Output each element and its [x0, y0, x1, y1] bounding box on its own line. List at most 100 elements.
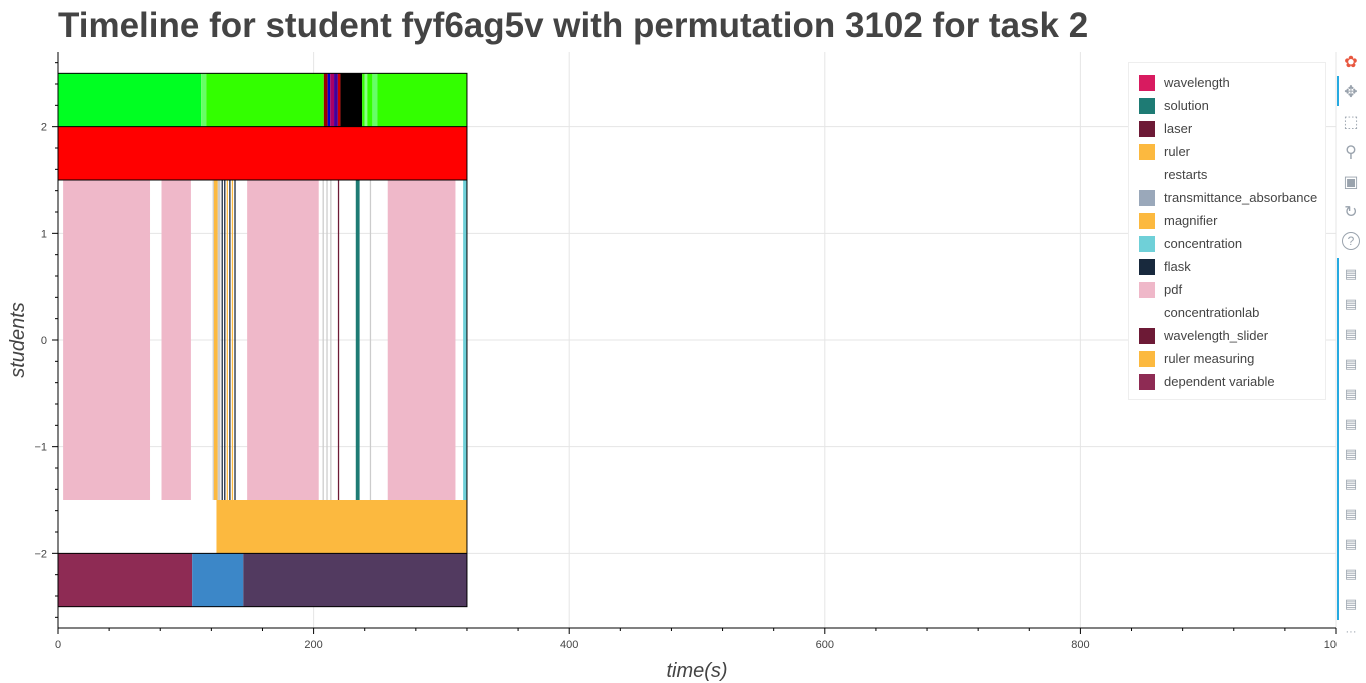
legend-swatch [1139, 74, 1155, 91]
timeline-segment-actions [463, 180, 467, 500]
reset-icon[interactable]: ↻ [1344, 204, 1358, 221]
legend-label: ruler [1164, 144, 1191, 159]
timeline-segment-red [58, 126, 467, 180]
legend-swatch [1139, 235, 1155, 252]
timeline-segment-bottom [243, 553, 467, 607]
legend-swatch [1139, 281, 1155, 298]
bokeh-logo-icon[interactable]: ✿ [1344, 54, 1358, 71]
y-axis-title: students [7, 302, 29, 378]
help-icon[interactable]: ? [1342, 232, 1360, 250]
save-icon[interactable]: ▣ [1343, 174, 1359, 191]
hover-tool-icon[interactable]: ▤ [1344, 326, 1358, 341]
hover-tool-icon[interactable]: ▤ [1344, 356, 1358, 371]
timeline-segment-actions [330, 180, 332, 500]
timeline-segment-actions [231, 180, 234, 500]
legend-swatch [1139, 350, 1155, 367]
timeline-segment-actions [247, 180, 319, 500]
legend-label: dependent variable [1164, 374, 1275, 389]
x-tick-label: 1000 [1324, 639, 1337, 651]
hover-tool-icon[interactable]: ▤ [1344, 596, 1358, 611]
legend-label: magnifier [1164, 213, 1218, 228]
timeline-segment-bottom [192, 553, 244, 607]
timeline-segment-top-green [327, 73, 331, 127]
chart-title: Timeline for student fyf6ag5v with permu… [58, 6, 1089, 45]
hover-tool-icon[interactable]: ▤ [1344, 446, 1358, 461]
timeline-segment-actions [213, 180, 218, 500]
timeline-segment-bottom [58, 553, 193, 607]
timeline-segment-top-green [367, 73, 373, 127]
wheel-zoom-icon[interactable]: ⚲ [1345, 144, 1357, 161]
chart-legend: wavelength solution laser ruler restarts tran… [1128, 62, 1326, 400]
legend-item[interactable]: ruler measuring [1139, 347, 1325, 370]
legend-swatch [1139, 304, 1155, 321]
pan-icon[interactable]: ✥ [1344, 84, 1358, 101]
timeline-segment-actions [234, 180, 236, 500]
timeline-segment-actions [224, 180, 226, 500]
bokeh-toolbar: ✿ ✥ ⬚ ⚲ ▣ ↻? ▤ ▤ ▤ ▤ ▤ ▤ ▤ ▤ ▤ ▤ ▤ ▤ ··· [1337, 50, 1366, 683]
legend-swatch [1139, 189, 1155, 206]
hover-tool-icon[interactable]: ▤ [1344, 386, 1358, 401]
legend-swatch [1139, 212, 1155, 229]
x-tick-label: 400 [560, 639, 578, 651]
legend-item[interactable]: solution [1139, 94, 1325, 117]
legend-label: flask [1164, 259, 1191, 274]
legend-item[interactable]: wavelength [1139, 71, 1325, 94]
timeline-segment-actions [355, 180, 360, 500]
legend-swatch [1139, 120, 1155, 137]
legend-item[interactable]: restarts [1139, 163, 1325, 186]
timeline-segment-ruler-row [216, 500, 467, 554]
timeline-chart[interactable]: 0 200 400 600 800 1000 −2 −1 0 1 2 time(s) students [0, 0, 1337, 683]
timeline-segment-actions [337, 180, 340, 500]
legend-label: pdf [1164, 282, 1183, 297]
timeline-segment-actions [217, 180, 221, 500]
x-axis-title: time(s) [666, 660, 727, 682]
hover-tool-icon[interactable]: ▤ [1344, 416, 1358, 431]
hover-tool-icon[interactable]: ▤ [1344, 266, 1358, 281]
active-tool-indicator [1337, 76, 1339, 106]
legend-item[interactable]: transmittance_absorbance [1139, 186, 1325, 209]
y-tick-label: 2 [41, 122, 47, 134]
more-tools-icon[interactable]: ··· [1345, 626, 1357, 638]
timeline-segment-actions [226, 180, 228, 500]
timeline-segment-actions [229, 180, 231, 500]
hover-tool-icon[interactable]: ▤ [1344, 476, 1358, 491]
legend-item[interactable]: wavelength_slider [1139, 324, 1325, 347]
timeline-segment-top-green [364, 73, 368, 127]
legend-swatch [1139, 258, 1155, 275]
hover-tool-icon[interactable]: ▤ [1344, 506, 1358, 521]
active-hover-indicator [1337, 258, 1339, 620]
legend-item[interactable]: dependent variable [1139, 370, 1325, 393]
box-zoom-icon[interactable]: ⬚ [1343, 114, 1359, 131]
legend-item[interactable]: concentration [1139, 232, 1325, 255]
x-tick-label: 600 [816, 639, 834, 651]
timeline-segment-top-green [206, 73, 324, 127]
legend-item[interactable]: ruler [1139, 140, 1325, 163]
legend-label: solution [1164, 98, 1209, 113]
legend-label: concentration [1164, 236, 1243, 251]
timeline-segment-actions [221, 180, 223, 500]
timeline-segment-top-green [362, 73, 365, 127]
timeline-segment-top-green [337, 73, 341, 127]
legend-swatch [1139, 373, 1155, 390]
legend-label: wavelength_slider [1164, 328, 1269, 343]
timeline-segment-top-green [323, 73, 328, 127]
timeline-segment-actions [369, 180, 372, 500]
legend-item[interactable]: flask [1139, 255, 1325, 278]
hover-tool-icon[interactable]: ▤ [1344, 536, 1358, 551]
y-tick-label: −1 [34, 442, 47, 454]
legend-label: transmittance_absorbance [1164, 190, 1318, 205]
legend-item[interactable]: laser [1139, 117, 1325, 140]
legend-label: ruler measuring [1164, 351, 1255, 366]
legend-item[interactable]: pdf [1139, 278, 1325, 301]
hover-tool-icon[interactable]: ▤ [1344, 566, 1358, 581]
timeline-segment-top-green [372, 73, 378, 127]
legend-swatch [1139, 97, 1155, 114]
y-tick-label: −2 [34, 548, 47, 560]
timeline-segment-actions [63, 180, 151, 500]
timeline-segment-top-green [334, 73, 338, 127]
legend-label: wavelength [1164, 75, 1230, 90]
legend-item[interactable]: concentrationlab [1139, 301, 1325, 324]
hover-tool-icon[interactable]: ▤ [1344, 296, 1358, 311]
legend-label: restarts [1164, 167, 1208, 182]
legend-item[interactable]: magnifier [1139, 209, 1325, 232]
